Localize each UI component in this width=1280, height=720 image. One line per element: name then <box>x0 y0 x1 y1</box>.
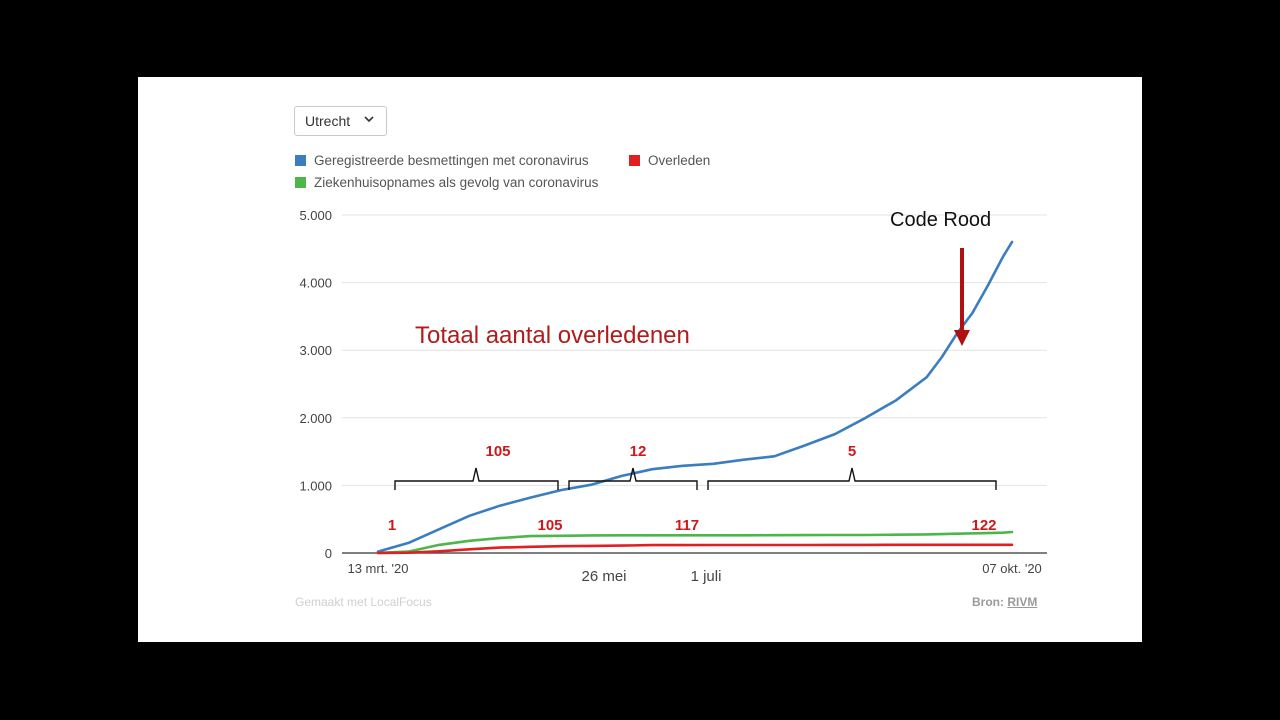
period-brace <box>707 467 997 490</box>
legend-swatch-blue <box>295 155 306 166</box>
source-label-text: Bron: <box>972 595 1004 609</box>
y-tick-label: 4.000 <box>299 276 332 291</box>
y-tick-label: 0 <box>325 546 332 561</box>
made-with-text: Gemaakt met LocalFocus <box>295 595 432 609</box>
period-brace <box>394 467 559 490</box>
slide-background <box>138 77 1142 642</box>
death-count-label: 117 <box>675 517 699 534</box>
legend-label: Overleden <box>648 153 711 168</box>
series-line <box>376 530 1014 555</box>
series-line <box>376 240 1014 553</box>
y-tick-label: 3.000 <box>299 343 332 358</box>
date-label: 26 mei <box>581 568 626 585</box>
legend-item-ziekenhuisopnames: Ziekenhuisopnames als gevolg van coronav… <box>295 175 598 190</box>
period-deaths-label: 12 <box>630 443 647 460</box>
region-dropdown-value: Utrecht <box>305 113 351 129</box>
source-link[interactable]: RIVM <box>1007 595 1038 609</box>
region-dropdown[interactable]: Utrecht <box>294 106 387 136</box>
series-line <box>376 543 1014 555</box>
chevron-down-icon <box>364 116 374 123</box>
death-count-label: 105 <box>537 517 562 534</box>
legend-swatch-red <box>629 155 640 166</box>
legend-label: Geregistreerde besmettingen met coronavi… <box>314 153 589 168</box>
date-label: 1 juli <box>691 568 722 585</box>
legend-item-besmettingen: Geregistreerde besmettingen met coronavi… <box>295 153 589 168</box>
x-tick-label: 13 mrt. '20 <box>347 561 408 576</box>
death-count-label: 1 <box>388 517 396 534</box>
death-count-label: 122 <box>971 517 996 534</box>
source-label: Bron: RIVM <box>972 595 1037 609</box>
y-tick-label: 2.000 <box>299 411 332 426</box>
period-brace <box>568 467 698 490</box>
legend-label: Ziekenhuisopnames als gevolg van coronav… <box>314 175 599 190</box>
code-rood-arrow-head <box>954 330 970 346</box>
code-rood-label: Code Rood <box>890 209 991 231</box>
annotation-title: Totaal aantal overledenen <box>415 322 690 349</box>
legend-item-overleden: Overleden <box>629 153 710 168</box>
period-deaths-label: 5 <box>848 443 856 460</box>
x-tick-label: 07 okt. '20 <box>982 561 1042 576</box>
y-tick-label: 5.000 <box>299 208 332 223</box>
y-tick-label: 1.000 <box>299 478 332 493</box>
period-deaths-label: 105 <box>485 443 510 460</box>
legend-swatch-green <box>295 177 306 188</box>
